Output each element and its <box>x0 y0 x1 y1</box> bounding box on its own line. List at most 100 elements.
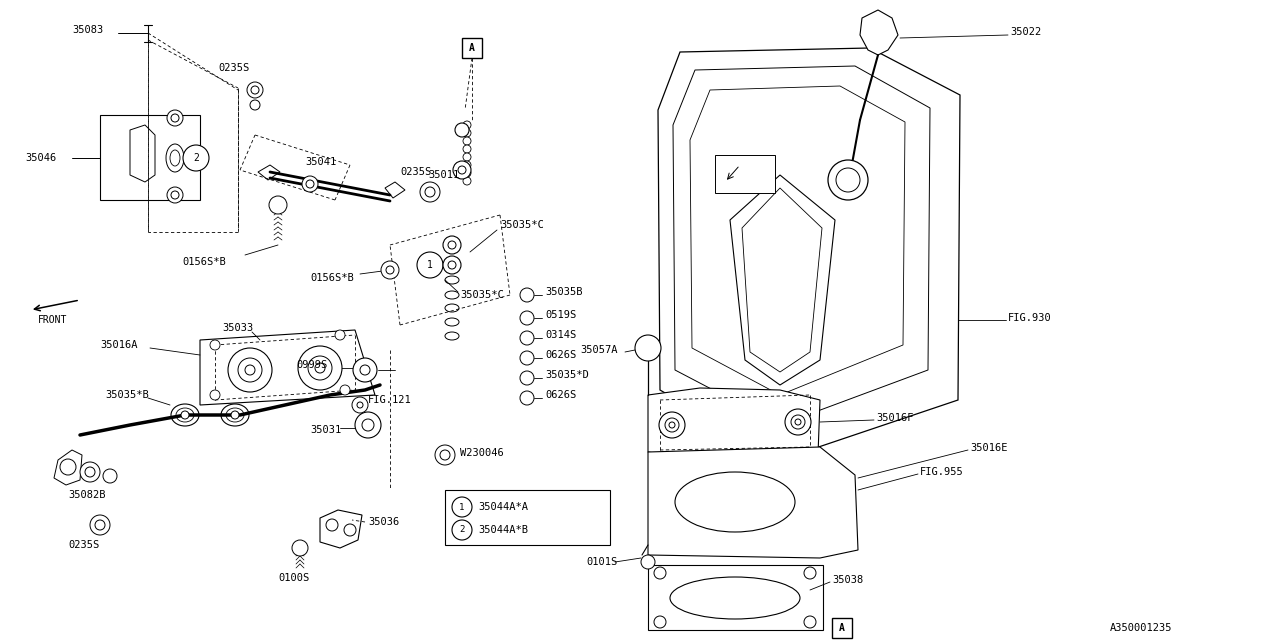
Circle shape <box>166 110 183 126</box>
Circle shape <box>795 419 801 425</box>
Circle shape <box>520 331 534 345</box>
Circle shape <box>463 153 471 161</box>
Circle shape <box>308 356 332 380</box>
Text: 0156S*B: 0156S*B <box>310 273 353 283</box>
Circle shape <box>520 288 534 302</box>
Circle shape <box>344 524 356 536</box>
Ellipse shape <box>445 304 460 312</box>
Circle shape <box>90 515 110 535</box>
Text: 35035*C: 35035*C <box>460 290 504 300</box>
Circle shape <box>804 616 817 628</box>
Polygon shape <box>385 182 404 198</box>
Circle shape <box>666 418 678 432</box>
Circle shape <box>804 567 817 579</box>
Polygon shape <box>730 175 835 385</box>
Text: 35035*D: 35035*D <box>545 370 589 380</box>
Circle shape <box>352 397 369 413</box>
Ellipse shape <box>177 408 195 422</box>
Text: 0519S: 0519S <box>545 310 576 320</box>
Text: 35044A*A: 35044A*A <box>477 502 529 512</box>
Circle shape <box>463 161 471 169</box>
Polygon shape <box>200 330 375 405</box>
Circle shape <box>95 520 105 530</box>
Text: FIG.930: FIG.930 <box>1009 313 1052 323</box>
Circle shape <box>417 252 443 278</box>
Circle shape <box>420 182 440 202</box>
Bar <box>716 155 774 193</box>
Circle shape <box>247 82 262 98</box>
Text: A: A <box>840 623 845 633</box>
Ellipse shape <box>669 577 800 619</box>
Text: 0314S: 0314S <box>545 330 576 340</box>
Circle shape <box>102 469 116 483</box>
Text: 0235S: 0235S <box>399 167 431 177</box>
Ellipse shape <box>172 404 198 426</box>
Polygon shape <box>673 66 931 425</box>
Polygon shape <box>690 86 905 395</box>
Circle shape <box>79 462 100 482</box>
Text: 35035*C: 35035*C <box>500 220 544 230</box>
Text: 0100S: 0100S <box>278 573 310 583</box>
Text: 0235S: 0235S <box>68 540 100 550</box>
Text: A: A <box>468 43 475 53</box>
Polygon shape <box>131 125 155 182</box>
Circle shape <box>355 412 381 438</box>
Text: 35033: 35033 <box>221 323 253 333</box>
Text: 35016A: 35016A <box>100 340 137 350</box>
Circle shape <box>520 371 534 385</box>
Circle shape <box>326 519 338 531</box>
Text: W230046: W230046 <box>460 448 504 458</box>
Circle shape <box>362 419 374 431</box>
Circle shape <box>443 256 461 274</box>
Circle shape <box>228 348 273 392</box>
Text: 35044A*B: 35044A*B <box>477 525 529 535</box>
Ellipse shape <box>221 404 250 426</box>
Circle shape <box>340 385 349 395</box>
Circle shape <box>463 129 471 137</box>
Polygon shape <box>54 450 82 485</box>
Polygon shape <box>648 447 858 558</box>
Circle shape <box>454 123 468 137</box>
Circle shape <box>251 86 259 94</box>
Circle shape <box>166 187 183 203</box>
Text: 35031: 35031 <box>310 425 342 435</box>
Circle shape <box>669 422 675 428</box>
Circle shape <box>659 412 685 438</box>
Text: 1: 1 <box>428 260 433 270</box>
Polygon shape <box>860 10 899 55</box>
Circle shape <box>463 169 471 177</box>
Text: 0626S: 0626S <box>545 390 576 400</box>
Circle shape <box>292 540 308 556</box>
Circle shape <box>791 415 805 429</box>
Circle shape <box>360 365 370 375</box>
Circle shape <box>463 121 471 129</box>
Circle shape <box>425 187 435 197</box>
Circle shape <box>641 555 655 569</box>
Text: 35041: 35041 <box>305 157 337 167</box>
Text: 35083: 35083 <box>72 25 104 35</box>
Text: 35016E: 35016E <box>970 443 1007 453</box>
Circle shape <box>654 567 666 579</box>
Circle shape <box>435 445 454 465</box>
Circle shape <box>180 411 189 419</box>
Circle shape <box>302 176 317 192</box>
Circle shape <box>836 168 860 192</box>
Circle shape <box>298 346 342 390</box>
Text: 0626S: 0626S <box>545 350 576 360</box>
Text: 0999S: 0999S <box>296 360 328 370</box>
Circle shape <box>785 409 812 435</box>
Text: 0235S: 0235S <box>218 63 250 73</box>
Circle shape <box>353 358 378 382</box>
Text: FIG.121: FIG.121 <box>369 395 412 405</box>
Polygon shape <box>648 388 820 462</box>
Text: 35035B: 35035B <box>545 287 582 297</box>
Circle shape <box>238 358 262 382</box>
Ellipse shape <box>445 332 460 340</box>
Text: 35011: 35011 <box>428 170 460 180</box>
Bar <box>648 565 823 630</box>
Ellipse shape <box>675 472 795 532</box>
Text: FIG.955: FIG.955 <box>920 467 964 477</box>
Circle shape <box>381 261 399 279</box>
Circle shape <box>244 365 255 375</box>
Circle shape <box>335 330 346 340</box>
